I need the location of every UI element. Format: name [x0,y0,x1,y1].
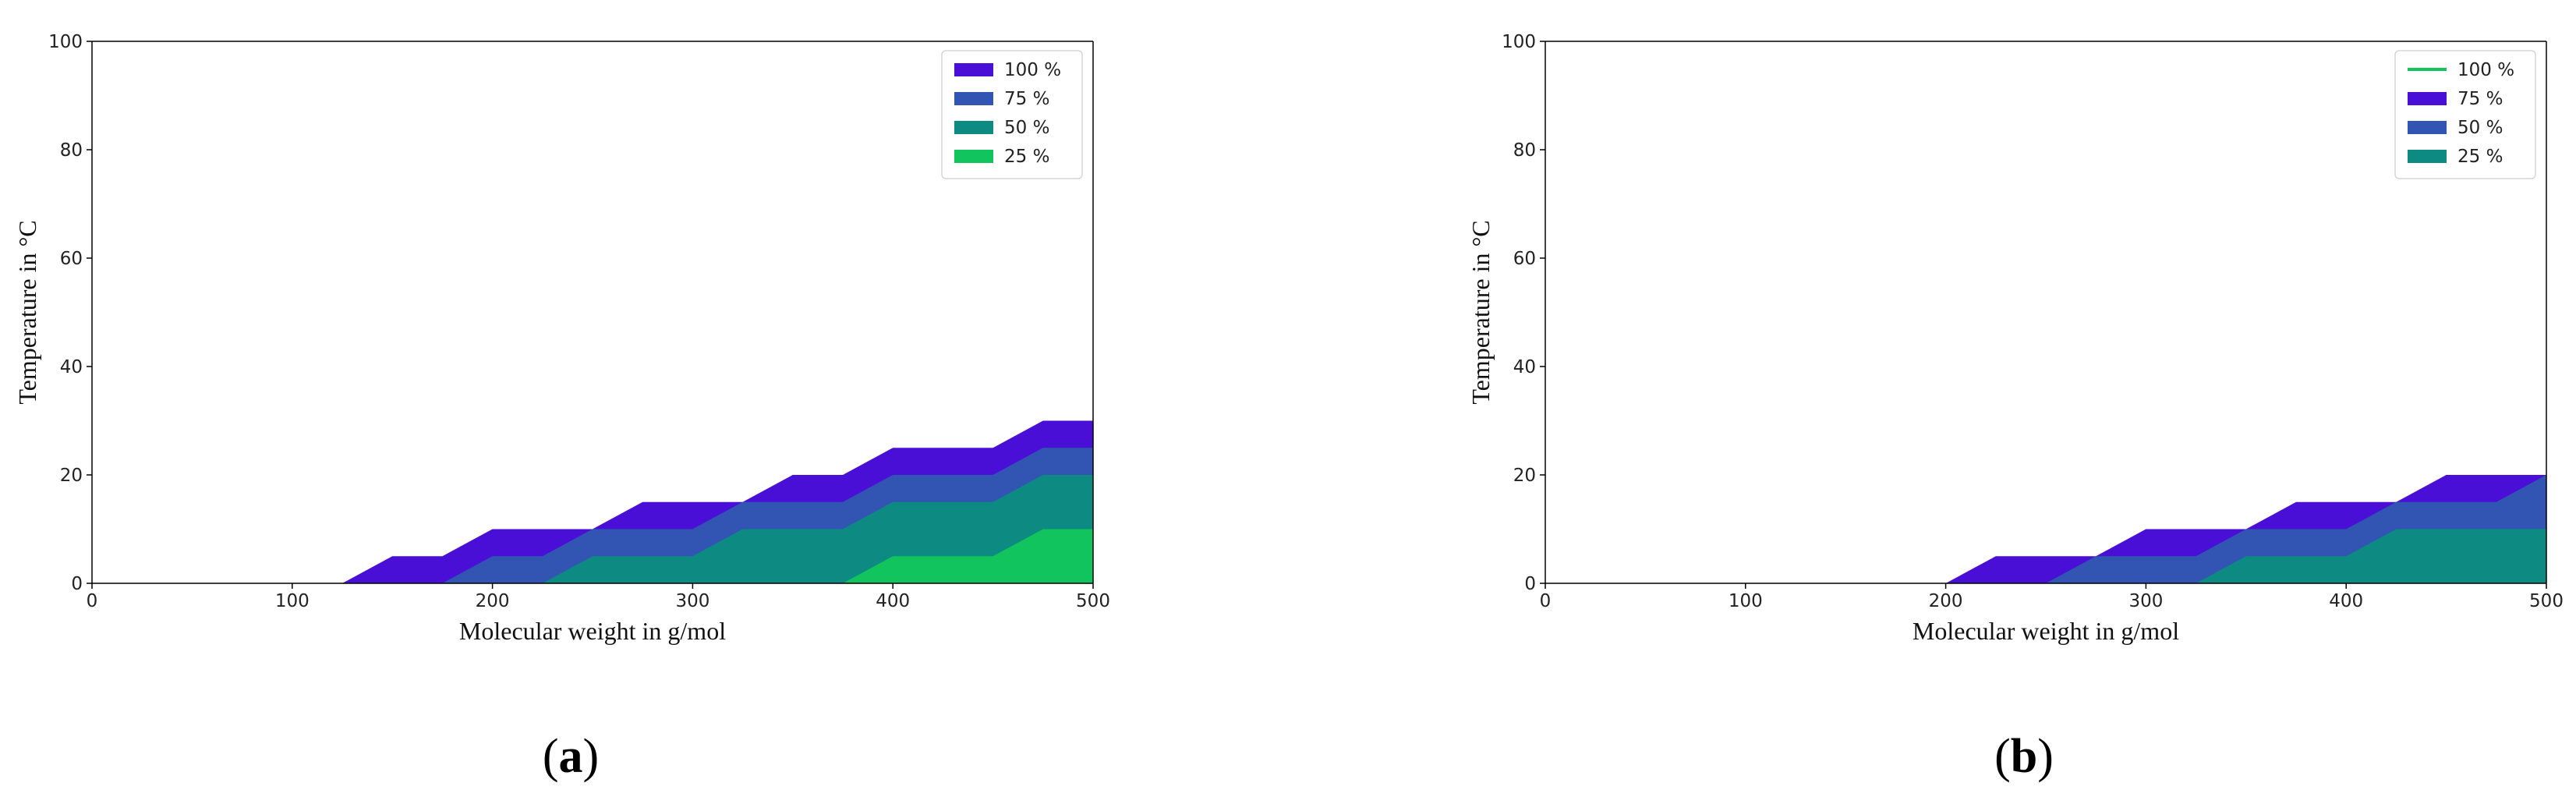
y-tick-label: 0 [71,574,83,594]
x-tick-label: 400 [2329,591,2363,611]
y-tick-label: 80 [1513,140,1536,161]
x-tick-label: 0 [87,591,98,611]
legend-label-4: 25 % [2457,147,2503,167]
panel-label: (a) [543,730,599,783]
y-tick-label: 80 [60,140,83,161]
y-axis-title: Temperature in °C [1467,220,1495,404]
y-tick-label: 60 [60,249,83,269]
y-tick-label: 60 [1513,249,1536,269]
x-tick-label: 100 [1729,591,1763,611]
plot-area [1545,41,2546,583]
panel-b: 0 100 200 300 400 500 0 20 40 60 80 100 Molecular we… [1467,32,2564,783]
area-series-4 [1545,529,2546,583]
x-tick-label: 200 [476,591,510,611]
y-tick-label: 20 [1513,466,1536,486]
legend-label-1: 100 % [2457,60,2514,80]
legend-swatch-1 [954,63,993,76]
y-tick-label: 40 [60,357,83,377]
x-tick-label: 0 [1540,591,1552,611]
legend-swatch-4 [954,150,993,163]
legend-label-3: 50 % [2457,118,2503,138]
area-series-3 [92,475,1093,583]
legend-swatch-2 [2408,92,2447,105]
legend-label-2: 75 % [1004,89,1049,109]
y-tick-label: 100 [1502,32,1536,52]
x-axis-title: Molecular weight in g/mol [459,617,726,645]
legend-label-3: 50 % [1004,118,1049,138]
y-axis-title: Temperature in °C [13,220,41,404]
legend-label-4: 25 % [1004,147,1049,167]
legend-swatch-3 [954,121,993,134]
y-tick-label: 40 [1513,357,1536,377]
x-tick-label: 300 [675,591,709,611]
legend-label-2: 75 % [2457,89,2503,109]
y-tick-label: 20 [60,466,83,486]
y-tick-label: 0 [1524,574,1536,594]
legend [2394,50,2536,179]
x-tick-label: 500 [2529,591,2564,611]
legend-label-1: 100 % [1004,60,1061,80]
legend-swatch-3 [2408,121,2447,134]
area-series-4 [92,529,1093,583]
x-tick-label: 200 [1929,591,1963,611]
x-tick-label: 100 [275,591,310,611]
legend [941,50,1083,179]
legend-swatch-2 [954,92,993,105]
panel-a: 0 100 200 300 400 500 0 20 40 60 80 100 Molecular we… [13,32,1110,783]
x-tick-label: 400 [876,591,910,611]
y-tick-label: 100 [48,32,83,52]
panel-label: (b) [1994,730,2054,783]
x-tick-label: 500 [1076,591,1110,611]
legend-swatch-4 [2408,150,2447,163]
x-axis-title: Molecular weight in g/mol [1913,617,2179,645]
x-tick-label: 300 [2128,591,2163,611]
